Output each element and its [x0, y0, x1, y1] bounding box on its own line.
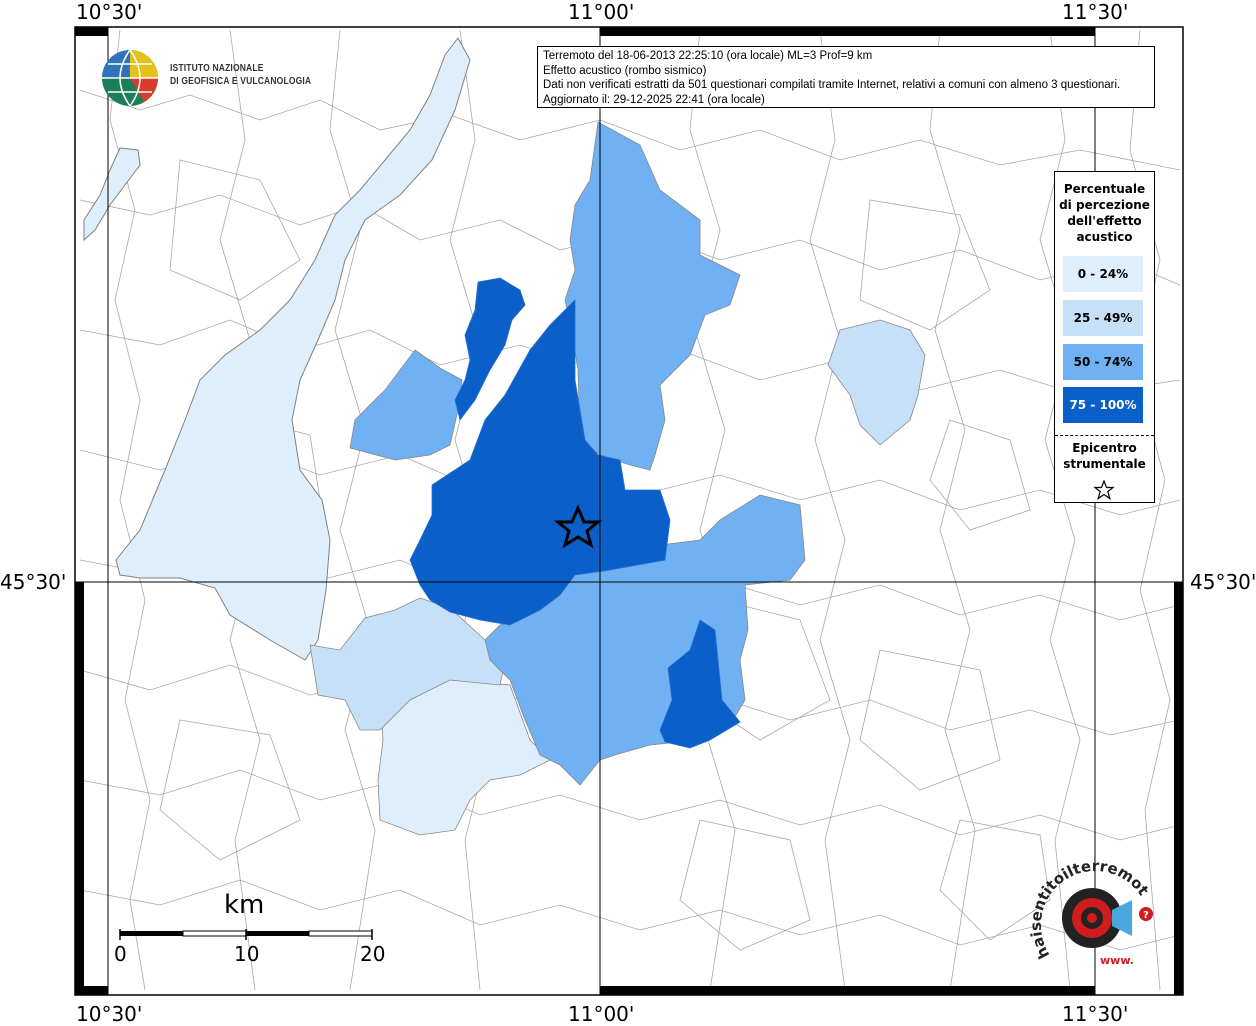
- legend-separator: [1055, 435, 1154, 436]
- legend-title: Percentuale di percezione dell'effetto a…: [1055, 181, 1154, 245]
- scale-tick-20: 20: [360, 942, 386, 966]
- scale-unit-label: km: [224, 890, 265, 920]
- scale-tick-10: 10: [234, 942, 260, 966]
- region-25-49-south: [309, 597, 506, 731]
- ingv-logo: ISTITUTO NAZIONALE DI GEOFISICA E VULCAN…: [100, 48, 320, 108]
- region-50-74-north: [564, 121, 741, 471]
- lat-label-right: 45°30': [1190, 570, 1256, 594]
- ingv-globe-icon: [102, 49, 158, 107]
- legend-swatch-25-49: 25 - 49%: [1063, 300, 1143, 336]
- region-75-100-main: [409, 299, 671, 626]
- lon-label-bottom-left: 10°30': [76, 1002, 143, 1026]
- haisentito-www: www.: [1100, 954, 1134, 967]
- legend-swatch-50-74: 50 - 74%: [1063, 344, 1143, 380]
- epicenter-star-icon: [553, 504, 603, 549]
- region-0-24: [377, 679, 551, 836]
- region-25-49-east: [827, 319, 926, 446]
- svg-text:?: ?: [1143, 910, 1149, 921]
- legend-title-line1: Percentuale: [1063, 182, 1146, 196]
- legend-epicenter-title: Epicentro strumentale: [1055, 440, 1154, 472]
- ingv-logo-text: ISTITUTO NAZIONALE DI GEOFISICA E VULCAN…: [170, 62, 311, 88]
- event-info-line2: Effetto acustico (rombo sismico): [543, 64, 707, 77]
- haisentito-logo: ? haisentitoilterremoto.it www.: [1025, 846, 1170, 980]
- region-50-74-west: [349, 349, 463, 461]
- target-megaphone-icon: ? haisentitoilterremoto.it www.: [1025, 846, 1153, 967]
- lon-label-top-right: 11°30': [1062, 0, 1129, 24]
- legend-swatch-75-100: 75 - 100%: [1063, 387, 1143, 423]
- legend: Percentuale di percezione dell'effetto a…: [1054, 171, 1155, 503]
- map-frame: [74, 26, 1184, 996]
- lake-garda: [115, 37, 471, 661]
- star-icon: [1093, 479, 1115, 500]
- region-75-100-lake: [454, 277, 526, 421]
- region-75-100-south: [659, 619, 741, 749]
- ingv-logo-line2: DI GEOFISICA E VULCANOLOGIA: [170, 76, 312, 87]
- event-info-line3: Dati non verificati estratti da 501 ques…: [543, 79, 1121, 92]
- legend-swatch-0-24: 0 - 24%: [1063, 256, 1143, 292]
- lake-ledro: [83, 147, 141, 242]
- legend-title-line2: di percezione: [1059, 198, 1150, 212]
- scale-bar-graphic: [119, 929, 373, 940]
- event-info-box: Terremoto del 18-06-2013 22:25:10 (ora l…: [537, 46, 1155, 108]
- lon-label-bottom-center: 11°00': [568, 1002, 635, 1026]
- scale-bar: km 0 10 20: [112, 890, 402, 970]
- event-info-line4: Aggiornato il: 29-12-2025 22:41 (ora loc…: [543, 93, 765, 106]
- legend-title-line4: acustico: [1076, 230, 1133, 244]
- legend-epicenter-line1: Epicentro: [1072, 441, 1137, 455]
- legend-epicenter-line2: strumentale: [1063, 457, 1146, 471]
- lon-label-top-center: 11°00': [568, 0, 635, 24]
- lat-label-left: 45°30': [0, 570, 67, 594]
- legend-title-line3: dell'effetto: [1067, 214, 1142, 228]
- ingv-logo-line1: ISTITUTO NAZIONALE: [170, 63, 264, 74]
- scale-tick-0: 0: [114, 942, 127, 966]
- lon-label-top-left: 10°30': [76, 0, 143, 24]
- event-info-line1: Terremoto del 18-06-2013 22:25:10 (ora l…: [543, 50, 873, 62]
- lon-label-bottom-right: 11°30': [1062, 1002, 1129, 1026]
